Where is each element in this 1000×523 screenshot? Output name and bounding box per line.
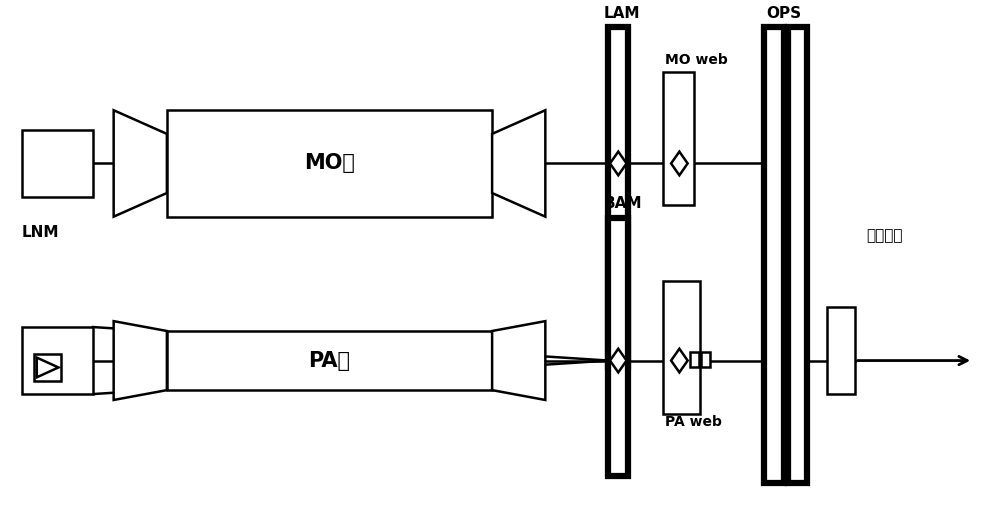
Text: PA web: PA web — [665, 415, 721, 429]
Polygon shape — [114, 110, 167, 217]
Text: 自动快门: 自动快门 — [867, 229, 903, 243]
Polygon shape — [114, 321, 167, 400]
Text: MO腔: MO腔 — [304, 153, 355, 174]
Text: PA腔: PA腔 — [308, 350, 350, 371]
Bar — [663, 281, 700, 414]
Bar — [827, 308, 855, 394]
Bar — [22, 130, 93, 197]
Bar — [701, 351, 710, 368]
Text: LAM: LAM — [603, 6, 640, 20]
Bar — [167, 331, 492, 390]
Text: OPS: OPS — [766, 6, 801, 20]
Bar — [34, 354, 61, 381]
Bar — [608, 27, 628, 368]
Bar — [608, 218, 628, 476]
Polygon shape — [492, 321, 545, 400]
Bar — [690, 351, 699, 368]
Bar — [663, 72, 694, 205]
Text: BAM: BAM — [603, 196, 642, 211]
Text: MO web: MO web — [665, 53, 727, 67]
Bar — [167, 110, 492, 217]
Text: LNM: LNM — [22, 224, 59, 240]
Polygon shape — [610, 349, 627, 372]
Polygon shape — [492, 110, 545, 217]
Polygon shape — [671, 152, 688, 175]
Bar — [788, 27, 807, 483]
Bar — [22, 327, 93, 394]
Polygon shape — [37, 358, 58, 377]
Polygon shape — [671, 349, 688, 372]
Bar — [764, 27, 784, 483]
Polygon shape — [610, 152, 627, 175]
